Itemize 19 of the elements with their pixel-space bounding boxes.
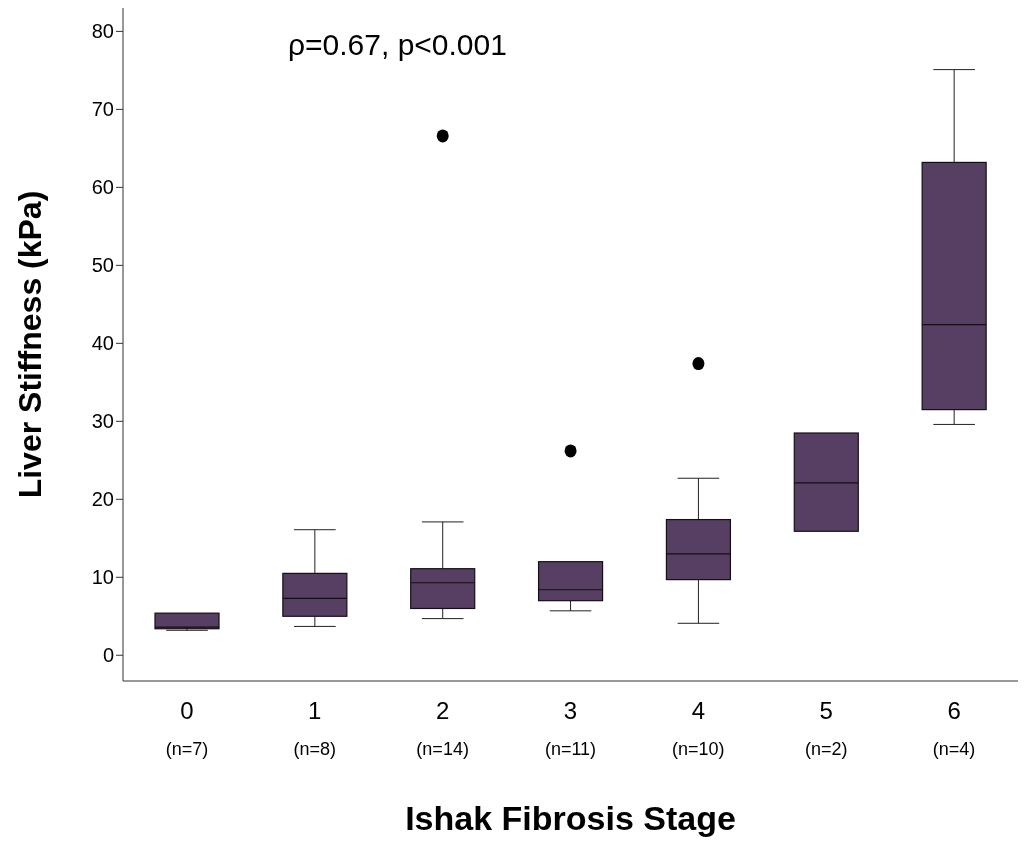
y-tick-label: 40 [91,332,114,355]
annotation: ρ=0.67, p<0.001 [288,28,507,62]
y-tick-label: 80 [91,20,114,43]
y-tick-label: 70 [91,98,114,121]
x-tick-label: 4 (n=10) [672,697,725,759]
x-tick-label: 6 (n=4) [932,697,976,759]
y-tick-label: 60 [91,176,114,199]
y-tick-label: 0 [102,644,114,667]
x-tick-label: 3 (n=11) [544,697,597,759]
x-tick-label: 0 (n=7) [165,697,209,759]
y-axis-title: Liver Stiffness (kPa) [12,190,49,499]
y-tick-label: 50 [91,254,114,277]
x-axis-title: Ishak Fibrosis Stage [405,799,736,837]
y-tick-label: 30 [91,410,114,433]
x-tick-label: 5 (n=2) [804,697,848,759]
x-tick-label: 2 (n=14) [416,697,469,759]
y-tick-label: 20 [91,488,114,511]
y-tick-label: 10 [91,566,114,589]
x-tick-label: 1 (n=8) [293,697,337,759]
